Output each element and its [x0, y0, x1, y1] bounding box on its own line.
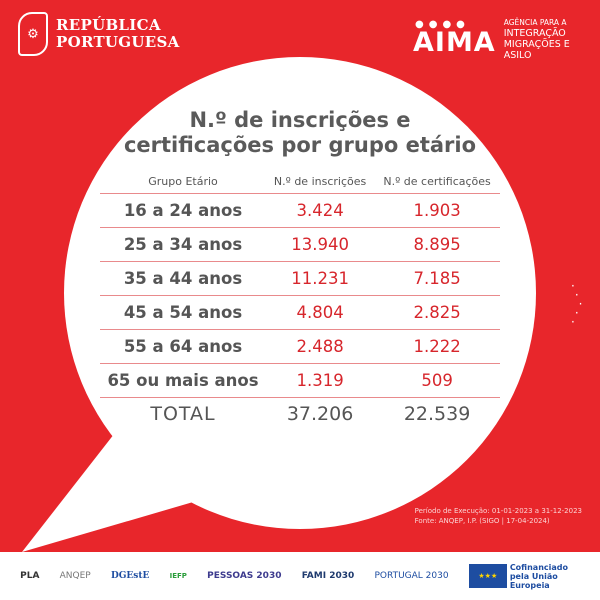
table-cell: 25 a 34 anos	[100, 227, 266, 262]
table-row: 65 ou mais anos 1.319 509	[100, 363, 500, 398]
table-row: 45 a 54 anos 4.804 2.825	[100, 295, 500, 330]
aima-wordmark: AIMA	[413, 26, 496, 58]
table-cell: 55 a 64 anos	[100, 329, 266, 364]
table-row: 25 a 34 anos 13.940 8.895	[100, 227, 500, 262]
pessoas2030-logo: PESSOAS 2030	[207, 571, 282, 581]
dgeste-logo: DGEstE	[110, 571, 150, 581]
table-cell: 8.895	[374, 227, 500, 262]
table-cell: 35 a 44 anos	[100, 261, 266, 296]
table-cell: 3.424	[266, 193, 375, 228]
table-row: 35 a 44 anos 11.231 7.185	[100, 261, 500, 296]
table-cell: 1.903	[374, 193, 500, 228]
table-cell: 509	[374, 363, 500, 398]
table-row: 55 a 64 anos 2.488 1.222	[100, 329, 500, 364]
gov-name-1: REPÚBLICA	[56, 16, 161, 34]
col-header-certificacoes: N.º de certificações	[374, 170, 500, 194]
aima-sub-1: AGÊNCIA PARA A	[503, 18, 567, 27]
iefp-logo: IEFP	[169, 572, 187, 580]
table-cell: 22.539	[403, 403, 471, 426]
table-cell: 13.940	[266, 227, 375, 262]
eu-flag-icon: ★★★	[468, 564, 507, 588]
aima-sub-3: MIGRAÇÕES E ASILO	[503, 39, 570, 61]
pla-logo: PLA	[20, 571, 40, 581]
table-cell: 7.185	[374, 261, 500, 296]
chevron-right-icon[interactable]: · · · · ·	[571, 279, 583, 329]
aima-sub-2: INTEGRAÇÃO	[503, 28, 566, 39]
fami2030-logo: FAMI 2030	[301, 571, 355, 581]
table-cell: 65 ou mais anos	[100, 363, 266, 398]
table-cell: 11.231	[266, 261, 375, 296]
table-cell: 2.825	[374, 295, 500, 330]
anqep-logo: ANQEP	[59, 571, 91, 581]
eu-cofinanced-logo: ★★★ Cofinanciado pela União Europeia	[468, 563, 580, 590]
table-cell: 1.222	[374, 329, 500, 364]
table-cell: 16 a 24 anos	[100, 193, 266, 228]
partner-logos: PLA ANQEP DGEstE IEFP PESSOAS 2030 FAMI …	[0, 552, 600, 600]
col-header-inscricoes: N.º de inscrições	[266, 170, 375, 194]
col-header-group: Grupo Etário	[100, 170, 266, 194]
total-row: TOTAL 37.206 22.539	[100, 397, 500, 431]
table-row: 16 a 24 anos 3.424 1.903	[100, 193, 500, 228]
table-cell: 45 a 54 anos	[100, 295, 266, 330]
page-title: N.º de inscrições e certificações por gru…	[123, 108, 477, 157]
portugal2030-logo: PORTUGAL 2030	[374, 571, 449, 581]
table-header-row: Grupo Etário N.º de inscrições N.º de cert…	[100, 170, 500, 194]
republica-portuguesa-logo: ⚙ REPÚBLICA PORTUGUESA	[18, 12, 180, 56]
table-cell: 4.804	[266, 295, 375, 330]
source-note: Período de Execução: 01-01-2023 a 31-12-…	[414, 507, 582, 525]
gov-name-2: PORTUGUESA	[56, 33, 180, 51]
age-group-table: Grupo Etário N.º de inscrições N.º de cert…	[100, 170, 500, 431]
table-cell: 1.319	[266, 363, 375, 398]
coat-of-arms-icon: ⚙	[18, 12, 48, 56]
table-cell: 2.488	[266, 329, 375, 364]
aima-logo: ●●●● AIMA AGÊNCIA PARA A INTEGRAÇÃO MIGRAÇÕ…	[413, 17, 600, 61]
table-cell: TOTAL	[150, 403, 216, 426]
table-cell: 37.206	[286, 403, 354, 426]
